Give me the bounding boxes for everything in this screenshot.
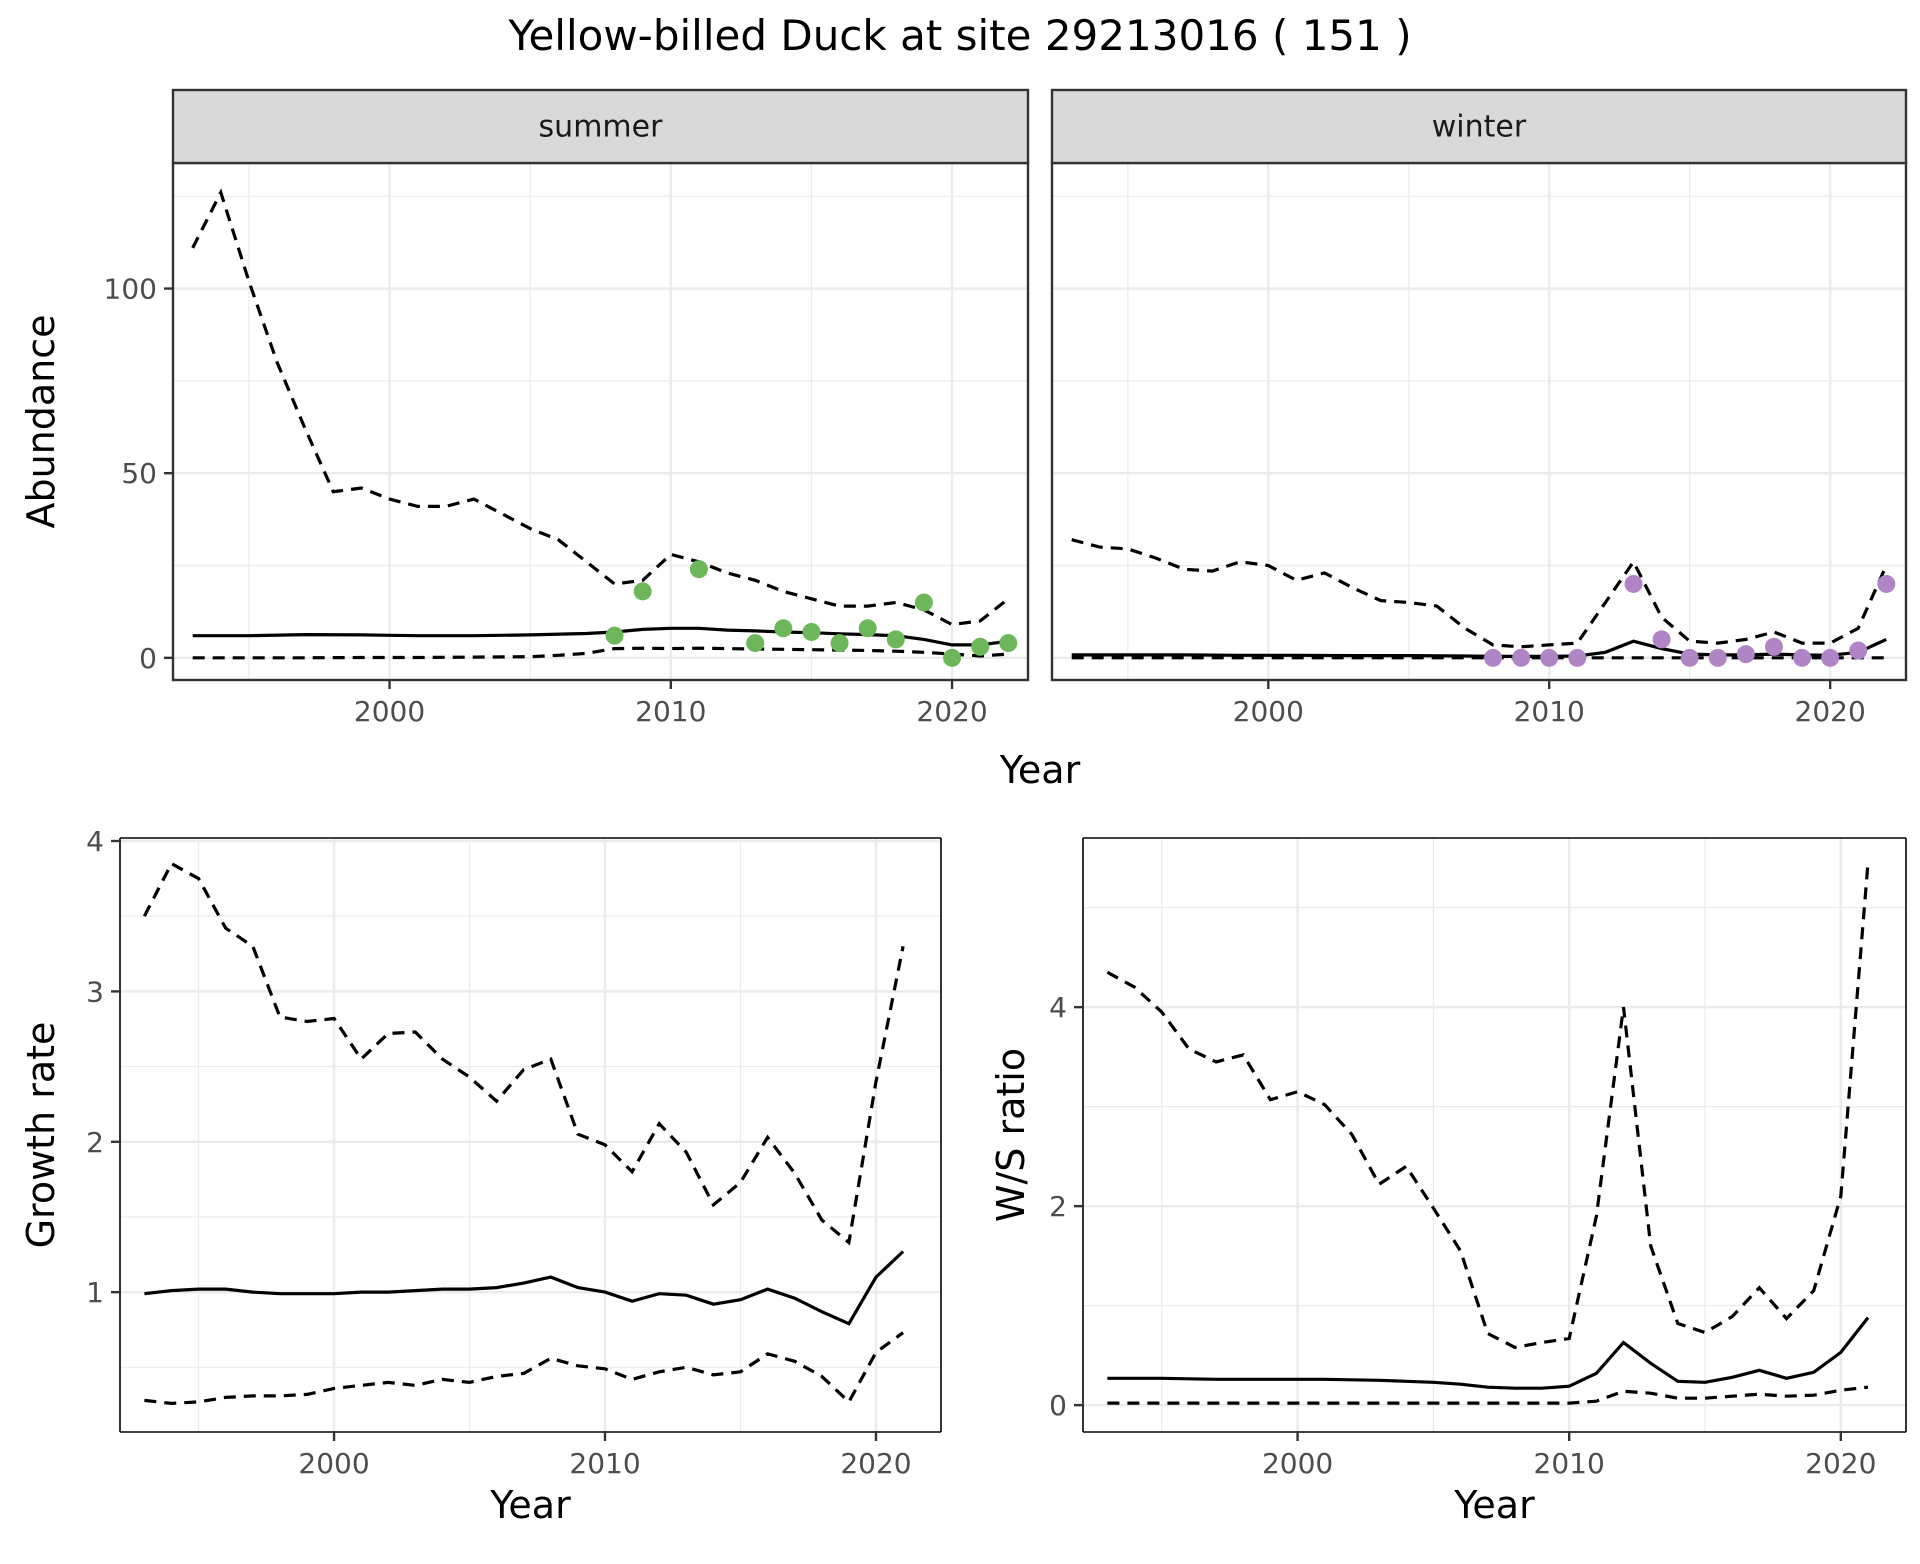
series-line-mean [1107, 1316, 1870, 1390]
series-line-mean [144, 1250, 905, 1326]
observed-point [1764, 637, 1783, 656]
y-axis-title: Growth rate [19, 1022, 63, 1249]
observed-point [746, 634, 765, 653]
observed-point [1540, 648, 1559, 667]
x-tick-label: 2010 [1534, 1447, 1605, 1480]
facet-strip-label: summer [539, 110, 664, 145]
panel-summer: summer 2000 2010 2020 0 50 100 Abundance [19, 88, 1030, 728]
x-tick-label: 2010 [635, 695, 706, 728]
figure-title: Yellow-billed Duck at site 29213016 ( 15… [507, 11, 1411, 60]
observed-point [1793, 648, 1812, 667]
series-group [1106, 862, 1870, 1405]
x-tick-label: 2020 [840, 1447, 911, 1480]
series-line-upper [191, 188, 1010, 627]
observed-point [633, 582, 652, 601]
x-tick-label: 2000 [1262, 1447, 1333, 1480]
y-tick-label: 0 [139, 642, 157, 675]
observed-point [830, 634, 849, 653]
x-tick-label: 2020 [1795, 695, 1866, 728]
observed-point [1849, 641, 1868, 660]
observed-point [886, 630, 905, 649]
x-tick-label: 2010 [569, 1447, 640, 1480]
observed-point [1512, 648, 1531, 667]
panel-background [120, 838, 941, 1432]
series-line-upper [142, 861, 905, 1246]
x-tick-label: 2000 [298, 1447, 369, 1480]
y-axis-title: W/S ratio [989, 1048, 1033, 1222]
y-tick-label: 3 [86, 975, 104, 1008]
observed-point [1708, 648, 1727, 667]
series-group [1071, 538, 1896, 667]
y-tick-label: 50 [121, 457, 157, 490]
x-tick-label: 2000 [1233, 695, 1304, 728]
x-axis-title-facets: Year [999, 748, 1081, 792]
y-axis-title: Abundance [19, 314, 63, 528]
observed-point [1568, 648, 1587, 667]
observed-point [605, 626, 624, 645]
panel-background [1083, 838, 1906, 1432]
series-group [142, 861, 905, 1406]
panel-background [1052, 163, 1906, 680]
x-tick-label: 2010 [1514, 695, 1585, 728]
observed-point [1652, 630, 1671, 649]
x-axis-title: Year [1453, 1483, 1535, 1527]
series-line-lower [1107, 1385, 1869, 1405]
x-tick-label: 2020 [1805, 1447, 1876, 1480]
facet-strip-winter [1050, 88, 1908, 165]
observed-point [774, 619, 793, 638]
series-line-upper [1071, 538, 1888, 649]
panel-growth: 2000 2010 2020 1 2 3 4 Year Growth rate [19, 825, 942, 1527]
observed-point [1736, 645, 1755, 664]
y-tick-label: 4 [86, 825, 104, 858]
x-axis-title: Year [489, 1483, 571, 1527]
panel-background [173, 163, 1028, 680]
x-tick-label: 2020 [916, 695, 987, 728]
y-tick-label: 2 [86, 1126, 104, 1159]
y-tick-label: 0 [1049, 1389, 1067, 1422]
facet-strip-summer [171, 88, 1030, 165]
panel-ratio: 2000 2010 2020 0 2 4 Year W/S ratio [989, 837, 1907, 1527]
x-tick-label: 2000 [354, 695, 425, 728]
observed-point [858, 619, 877, 638]
observed-point [802, 622, 821, 641]
observed-point [943, 648, 962, 667]
series-line-mean [192, 626, 1009, 647]
observed-point [999, 634, 1018, 653]
series-line-upper [1106, 862, 1870, 1350]
series-group [191, 188, 1018, 667]
facet-strip-label: winter [1432, 110, 1527, 145]
observed-point [689, 560, 708, 579]
observed-point [1680, 648, 1699, 667]
y-tick-label: 2 [1049, 1190, 1067, 1223]
series-line-lower [144, 1331, 905, 1406]
y-tick-label: 1 [86, 1276, 104, 1309]
y-tick-label: 100 [104, 273, 157, 306]
observed-point [971, 637, 990, 656]
y-tick-label: 4 [1049, 991, 1067, 1024]
panel-winter: winter 2000 2010 2020 [1050, 88, 1908, 728]
observed-point [914, 593, 933, 612]
observed-point [1877, 574, 1896, 593]
observed-point [1821, 648, 1840, 667]
observed-point [1624, 574, 1643, 593]
series-line-lower [192, 646, 1009, 660]
observed-point [1484, 648, 1503, 667]
